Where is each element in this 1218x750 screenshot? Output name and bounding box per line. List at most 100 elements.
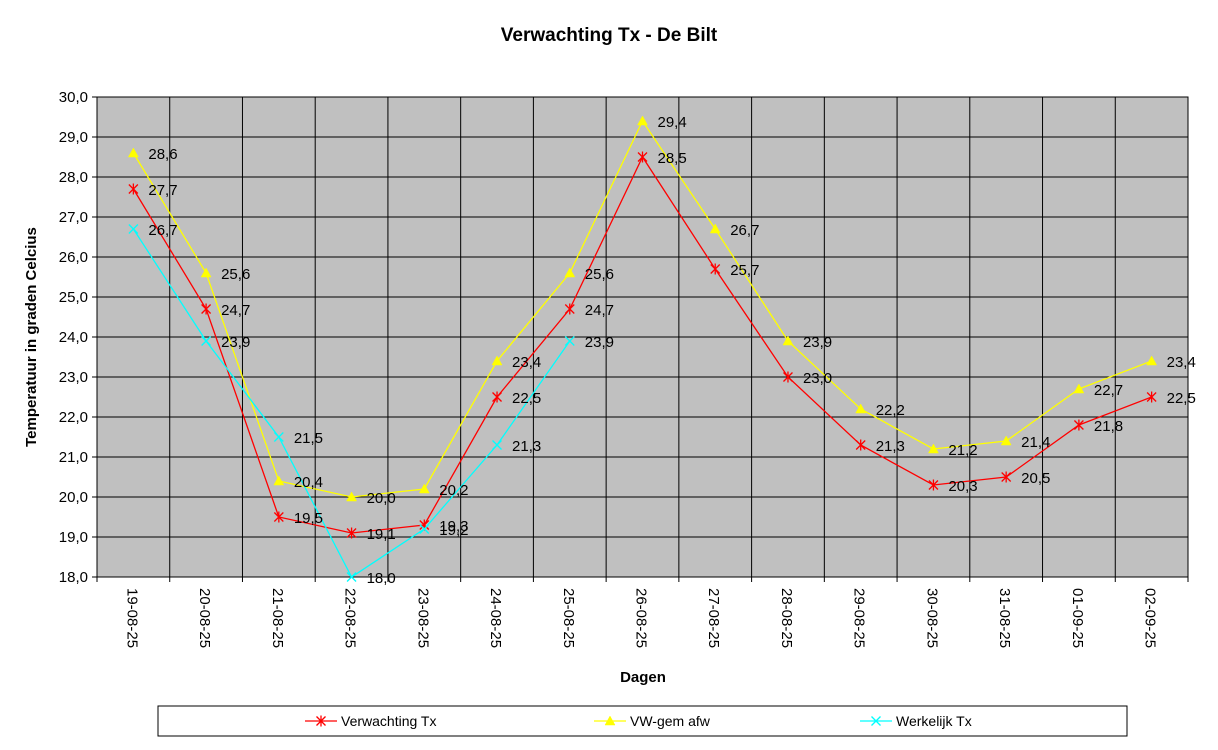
data-label: 22,2 — [876, 402, 905, 419]
x-axis: 19-08-25 20-08-25 21-08-25 22-08-25 23-08-25… — [96, 577, 1189, 648]
data-label: 21,2 — [948, 442, 977, 459]
data-label: 29,4 — [658, 114, 687, 131]
legend-label-2: Werkelijk Tx — [896, 713, 972, 729]
series-layer — [127, 115, 1158, 582]
series-1-point-7 — [637, 115, 648, 126]
y-tick-label: 22,0 — [59, 409, 88, 426]
y-tick-label: 27,0 — [59, 209, 88, 226]
data-label: 25,6 — [221, 266, 250, 283]
data-label: 23,9 — [221, 334, 250, 351]
legend-marker-1 — [604, 715, 616, 726]
series-1-point-3 — [346, 491, 357, 502]
series-1-point-12 — [1000, 435, 1012, 446]
data-label: 22,7 — [1094, 382, 1123, 399]
data-label: 21,8 — [1094, 418, 1123, 435]
y-tick-label: 18,0 — [59, 569, 88, 586]
y-tick-label: 30,0 — [59, 89, 88, 106]
data-label: 19,5 — [294, 510, 323, 527]
series-1-point-2 — [273, 475, 285, 486]
series-1-point-9 — [782, 335, 794, 346]
legend: Verwachting Tx VW-gem afw Werkelijk Tx — [157, 705, 1128, 737]
data-label: 28,6 — [148, 146, 177, 163]
y-tick-label: 20,0 — [59, 489, 88, 506]
series-1-point-11 — [928, 443, 939, 454]
data-label: 20,2 — [439, 482, 468, 499]
data-label: 22,5 — [1167, 390, 1196, 407]
data-label: 20,0 — [367, 490, 396, 507]
x-tick-label: 23-08-25 — [414, 588, 431, 648]
y-tick-label: 29,0 — [59, 129, 88, 146]
x-tick-label: 19-08-25 — [123, 588, 140, 648]
series-2-point-2-b — [273, 432, 284, 442]
x-tick-label: 21-08-25 — [269, 588, 286, 648]
y-tick-label: 19,0 — [59, 529, 88, 546]
data-label: 27,7 — [148, 182, 177, 199]
x-tick-label: 31-08-25 — [996, 588, 1013, 648]
data-label: 21,3 — [876, 438, 905, 455]
series-2-point-5-b — [492, 440, 502, 450]
chart-title: Verwachting Tx - De Bilt — [501, 25, 718, 46]
legend-entry-1: VW-gem afw — [594, 713, 711, 729]
y-tick-label: 28,0 — [59, 169, 88, 186]
x-tick-label: 30-08-25 — [923, 588, 940, 648]
y-tick-label: 23,0 — [59, 369, 88, 386]
y-axis-title: Temperatuur in graden Celcius — [23, 227, 40, 447]
data-label: 25,6 — [585, 266, 614, 283]
data-label: 26,7 — [730, 222, 759, 239]
legend-entry-2: Werkelijk Tx — [860, 713, 972, 729]
data-label: 23,0 — [803, 370, 832, 387]
series-0 — [128, 151, 1157, 539]
series-2-point-6-b — [564, 336, 575, 346]
x-tick-label: 02-09-25 — [1142, 588, 1159, 648]
x-tick-label: 29-08-25 — [851, 588, 868, 648]
x-tick-label: 01-09-25 — [1069, 588, 1086, 648]
data-label: 21,3 — [512, 438, 541, 455]
data-label: 20,5 — [1021, 470, 1050, 487]
gridlines — [97, 97, 1188, 577]
series-1-point-13 — [1073, 383, 1085, 394]
x-tick-label: 20-08-25 — [196, 588, 213, 648]
series-2-point-4-b — [419, 524, 430, 534]
series-2-point-1-b — [201, 336, 212, 346]
data-label: 23,4 — [512, 354, 541, 371]
data-label: 21,4 — [1021, 434, 1050, 451]
data-label: 20,3 — [948, 478, 977, 495]
data-label: 22,5 — [512, 390, 541, 407]
series-1-point-8 — [709, 223, 721, 234]
data-label: 23,4 — [1167, 354, 1196, 371]
series-2-point-3-b — [346, 572, 357, 582]
series-2-point-0-b — [128, 224, 139, 234]
y-axis: 18,0 19,0 20,0 21,0 22,0 23,0 24,0 25,0 26,0 27,0… — [59, 89, 97, 586]
data-label: 24,7 — [221, 302, 250, 319]
y-tick-label: 26,0 — [59, 249, 88, 266]
series-1-point-6 — [564, 267, 576, 278]
data-label: 18,0 — [367, 570, 396, 587]
series-1-point-4 — [418, 483, 430, 494]
legend-label-0: Verwachting Tx — [341, 713, 436, 729]
legend-entry-0: Verwachting Tx — [305, 713, 436, 729]
x-tick-label: 24-08-25 — [487, 588, 504, 648]
data-labels: 27,7 24,7 19,5 19,1 19,3 22,5 24,7 28,5 25,7 23,0… — [148, 114, 1195, 587]
data-label: 28,5 — [658, 150, 687, 167]
data-label: 24,7 — [585, 302, 614, 319]
x-tick-label: 26-08-25 — [633, 588, 650, 648]
series-1 — [127, 115, 1158, 502]
data-label: 20,4 — [294, 474, 323, 491]
series-1-point-1 — [200, 267, 212, 278]
legend-marker-2-b — [871, 716, 881, 726]
y-tick-label: 25,0 — [59, 289, 88, 306]
data-label: 23,9 — [803, 334, 832, 351]
data-label: 23,9 — [585, 334, 614, 351]
series-2 — [128, 224, 575, 582]
y-tick-label: 24,0 — [59, 329, 88, 346]
x-axis-title: Dagen — [620, 669, 666, 686]
x-tick-label: 27-08-25 — [705, 588, 722, 648]
data-label: 19,3 — [439, 518, 468, 535]
series-1-point-10 — [855, 403, 867, 414]
legend-label-1: VW-gem afw — [630, 713, 711, 729]
data-label: 25,7 — [730, 262, 759, 279]
x-tick-label: 28-08-25 — [778, 588, 795, 648]
x-tick-label: 25-08-25 — [560, 588, 577, 648]
y-tick-label: 21,0 — [59, 449, 88, 466]
